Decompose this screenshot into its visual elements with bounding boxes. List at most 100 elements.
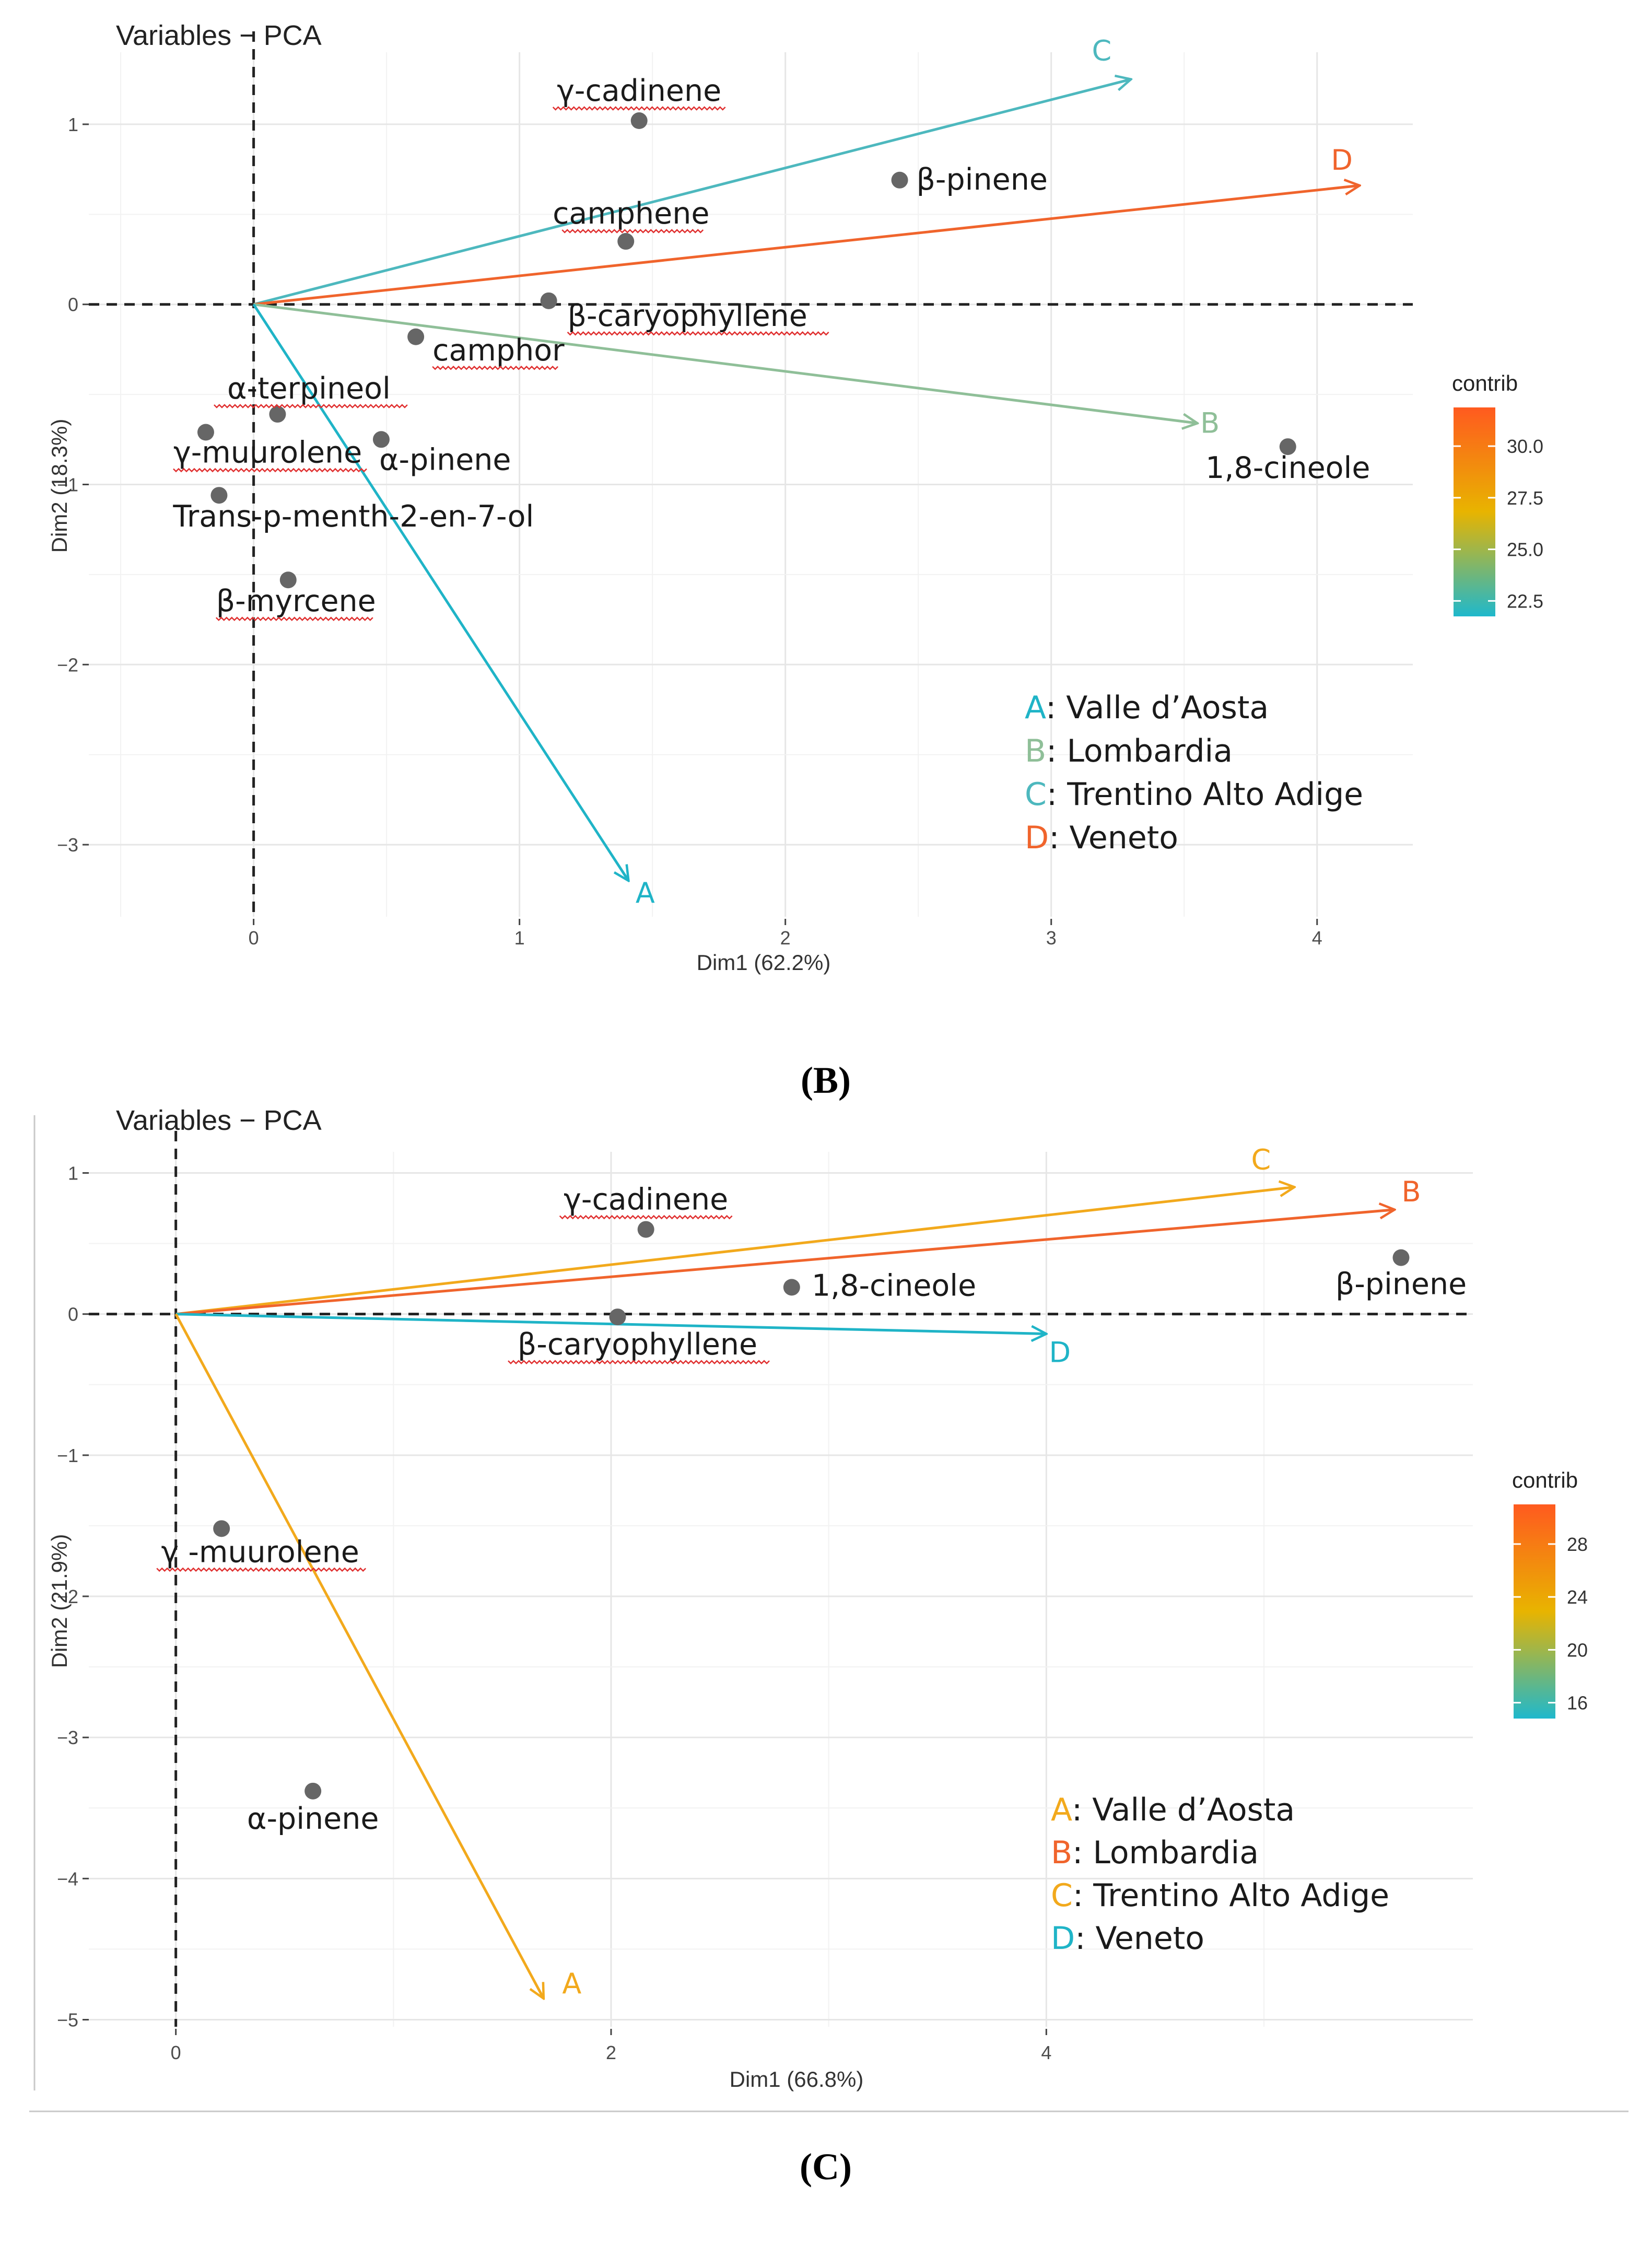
- spellcheck-underline: [173, 468, 367, 473]
- x-axis-label: Dim1 (62.2%): [697, 950, 831, 975]
- annotation-key: B: [1051, 1835, 1072, 1871]
- annotation-entry-c: C: Trentino Alto Adige: [1051, 1877, 1389, 1914]
- colorbar-tick-label: 22.5: [1507, 590, 1543, 612]
- x-tick-label: 2: [780, 927, 791, 949]
- variable-point: [210, 487, 228, 504]
- y-tick-label: −1: [57, 1445, 78, 1466]
- annotation-text: : Trentino Alto Adige: [1047, 776, 1363, 813]
- variable-label: α-terpineol: [227, 371, 391, 406]
- spellcheck-underline: [214, 404, 408, 408]
- variable-point: [637, 1221, 654, 1238]
- arrow-label-c: C: [1251, 1143, 1271, 1176]
- variable-label: β-pinene: [1335, 1267, 1467, 1302]
- variable-label: β-caryophyllene: [568, 299, 807, 333]
- x-tick-label: 2: [606, 2042, 616, 2063]
- annotation-entry-b: B: Lombardia: [1051, 1835, 1259, 1871]
- zero-lines: [89, 31, 1413, 917]
- variable-label: β-pinene: [917, 162, 1048, 197]
- colorbar-title: contrib: [1512, 1468, 1578, 1492]
- annotation-text: : Lombardia: [1072, 1835, 1259, 1871]
- arrow-label-b: B: [1401, 1175, 1421, 1208]
- annotation-key: C: [1025, 776, 1047, 813]
- variable-label: β-caryophyllene: [518, 1327, 757, 1362]
- y-tick-label: −2: [57, 654, 78, 675]
- x-tick-label: 4: [1041, 2042, 1051, 2063]
- annotation-entry-d: D: Veneto: [1051, 1920, 1204, 1957]
- variable-point: [269, 406, 286, 423]
- arrow-label-d: D: [1049, 1336, 1071, 1369]
- colorbar-tick-label: 30.0: [1507, 436, 1543, 457]
- chart-title: Variables − PCA: [116, 20, 322, 51]
- chart-title: Variables − PCA: [116, 1105, 322, 1136]
- variable-label: γ-muurolene: [173, 436, 362, 470]
- annotation-text: : Valle d’Aosta: [1046, 690, 1269, 726]
- spellcheck-underline: [156, 1567, 367, 1572]
- variable-label: γ -muurolene: [161, 1535, 359, 1569]
- annotation-entry-a: A: Valle d’Aosta: [1025, 690, 1269, 726]
- points: γ-cadinene 1,8-cineole β-pinene β-caryophyl…: [156, 1183, 1467, 1836]
- variable-point: [372, 431, 390, 448]
- pca-panel-c: Variables − PCA 0 2 410−1−2−3−4−5 Dim1 (66…: [47, 1105, 1588, 2092]
- x-tick-label: 3: [1046, 927, 1057, 949]
- variable-point: [213, 1520, 230, 1537]
- colorbar-tick-label: 20: [1567, 1639, 1588, 1661]
- colorbar-tick-label: 27.5: [1507, 487, 1543, 509]
- variable-point: [783, 1279, 800, 1296]
- points: γ-cadinene β-pinene camphene β-caryophyllen…: [172, 74, 1370, 622]
- annotation-entry-d: D: Veneto: [1025, 820, 1178, 856]
- colorbar-tick-label: 28: [1567, 1534, 1588, 1555]
- variable-point: [1279, 438, 1296, 455]
- annotation-entry-a: A: Valle d’Aosta: [1051, 1792, 1295, 1828]
- variable-point: [407, 328, 425, 345]
- variable-point: [630, 112, 648, 130]
- annotation-text: : Lombardia: [1046, 733, 1233, 769]
- annotation-entry-c: C: Trentino Alto Adige: [1025, 776, 1363, 813]
- arrow-label-a: A: [636, 877, 655, 909]
- zero-lines: [89, 1131, 1473, 2027]
- spellcheck-underline: [567, 331, 829, 336]
- contrib-colorbar: contrib 30.0 27.5 25.0 22.5: [1452, 371, 1543, 616]
- variable-label: γ-cadinene: [564, 1183, 728, 1217]
- annotation-text: : Veneto: [1049, 820, 1178, 856]
- arrow-c: [175, 1187, 1295, 1316]
- y-tick-label: 1: [68, 114, 78, 135]
- colorbar-tick-label: 25.0: [1507, 539, 1543, 560]
- annotation-entry-b: B: Lombardia: [1025, 733, 1233, 769]
- spellcheck-underline: [508, 1360, 770, 1364]
- variable-point: [1392, 1249, 1410, 1266]
- axis-ticks: 0 1 2 3 4 1 0 −1 −2 −3: [57, 114, 1322, 949]
- spellcheck-underline: [552, 106, 726, 111]
- y-tick-label: −5: [57, 2009, 78, 2030]
- x-tick-label: 0: [171, 2042, 181, 2063]
- arrow-label-b: B: [1200, 406, 1220, 439]
- y-tick-label: −4: [57, 1868, 78, 1889]
- colorbar-title: contrib: [1452, 371, 1518, 395]
- x-tick-label: 4: [1312, 927, 1322, 949]
- caption-c: (C): [800, 2146, 852, 2188]
- spellcheck-underline: [215, 616, 373, 622]
- variable-point: [617, 233, 635, 250]
- annotation-key: C: [1051, 1877, 1073, 1914]
- annotation-key: A: [1025, 690, 1046, 726]
- annotation-text: : Veneto: [1075, 1920, 1204, 1957]
- arrow-label-c: C: [1092, 34, 1112, 67]
- y-tick-label: 0: [68, 294, 78, 316]
- arrow-label-a: A: [562, 1967, 581, 2000]
- y-axis-label: Dim2 (21.9%): [47, 1534, 72, 1668]
- region-annotation: A: Valle d’Aosta B: Lombardia C: Trentino …: [1025, 690, 1363, 856]
- annotation-text: : Valle d’Aosta: [1072, 1792, 1295, 1828]
- y-tick-label: 0: [68, 1304, 78, 1325]
- colorbar-tick-label: 16: [1567, 1692, 1588, 1714]
- arrow-b: [253, 303, 1198, 424]
- pca-panel-b: Variables − PCA 0 1 2 3 4 1 0 −1 −2 −3 Dim1 (62.2…: [47, 20, 1543, 975]
- x-axis-label: Dim1 (66.8%): [730, 2067, 864, 2092]
- axis-ticks: 0 2 4 1 0 −1 −2 −3 −4 −5: [57, 1163, 1051, 2063]
- colorbar-bar: [1514, 1504, 1555, 1719]
- variable-point: [609, 1309, 626, 1326]
- arrow-c: [253, 79, 1131, 306]
- y-axis-label: Dim2 (18.3%): [47, 419, 72, 553]
- variable-label: camphor: [432, 333, 565, 368]
